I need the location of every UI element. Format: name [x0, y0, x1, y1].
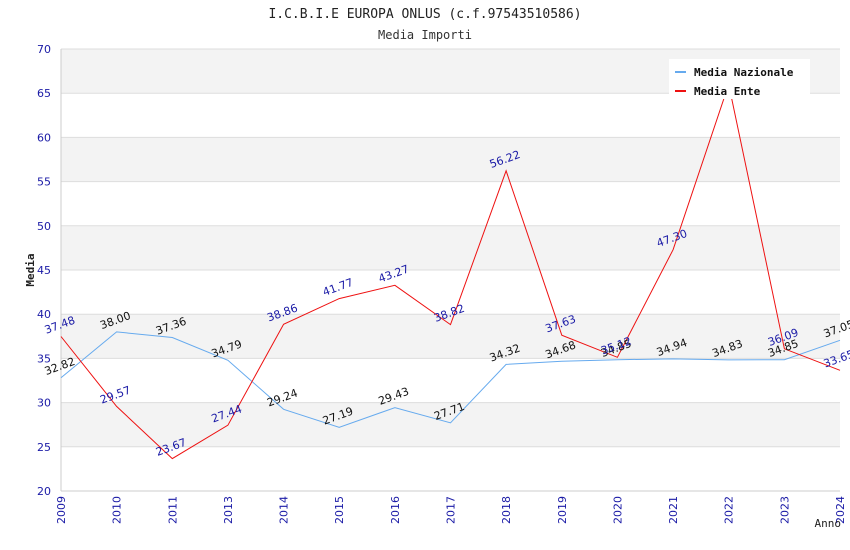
y-tick-label: 55	[37, 176, 51, 189]
x-tick-label: 2022	[723, 496, 736, 524]
legend-box	[669, 59, 810, 99]
grid-band	[61, 446, 840, 491]
y-tick-label: 40	[37, 308, 51, 321]
series-line-media-nazionale	[60, 331, 841, 428]
grid-band	[61, 93, 840, 138]
x-tick-label: 2014	[278, 496, 291, 524]
y-axis-label: Media	[24, 253, 37, 286]
y-tick-label: 35	[37, 352, 51, 365]
series-lines	[60, 82, 841, 460]
grid-band	[61, 181, 840, 226]
grid-band	[61, 314, 840, 359]
x-tick-label: 2013	[222, 496, 235, 524]
y-tick-label: 30	[37, 397, 51, 410]
grid-band	[61, 358, 840, 403]
x-tick-label: 2024	[834, 496, 847, 524]
y-tick-label: 60	[37, 131, 51, 144]
y-tick-labels: 20 25 30 35 40 45 50 55 60 65 70	[37, 43, 51, 498]
y-tick-label: 25	[37, 441, 51, 454]
grid-bands	[61, 49, 840, 491]
series-line-media-ente	[60, 82, 841, 460]
x-axis-label: Anno	[815, 517, 842, 530]
chart-subtitle: Media Importi	[378, 28, 472, 42]
x-tick-label: 2017	[445, 496, 458, 524]
x-tick-label: 2018	[500, 496, 513, 524]
legend: Media Nazionale Media Ente	[669, 59, 810, 99]
x-tick-label: 2023	[778, 496, 791, 524]
x-tick-label: 2020	[611, 496, 624, 524]
x-tick-label: 2015	[333, 496, 346, 524]
legend-entry: Media Nazionale	[694, 66, 794, 79]
y-tick-label: 20	[37, 485, 51, 498]
x-tick-label: 2019	[556, 496, 569, 524]
grid-band	[61, 270, 840, 315]
grid-band	[61, 225, 840, 270]
legend-entry: Media Ente	[694, 85, 761, 98]
x-tick-label: 2011	[166, 496, 179, 524]
x-tick-labels: 2009 2010 2011 2013 2014 2015 2016 2017 2018 2019…	[55, 496, 847, 524]
grid-band	[61, 137, 840, 182]
grid-band	[61, 402, 840, 447]
y-tick-label: 50	[37, 220, 51, 233]
axes	[60, 49, 840, 492]
x-tick-label: 2016	[389, 496, 402, 524]
y-tick-label: 70	[37, 43, 51, 56]
y-tick-label: 45	[37, 264, 51, 277]
x-tick-label: 2021	[667, 496, 680, 524]
y-tick-label: 65	[37, 87, 51, 100]
chart-title: I.C.B.I.E EUROPA ONLUS (c.f.97543510586)	[268, 7, 581, 22]
x-tick-label: 2010	[111, 496, 124, 524]
x-tick-label: 2009	[55, 496, 68, 524]
